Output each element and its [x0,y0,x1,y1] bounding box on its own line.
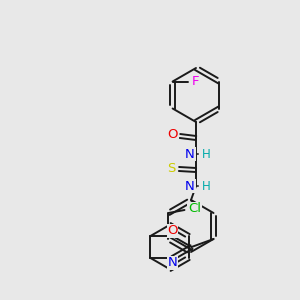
Text: N: N [185,179,195,193]
Text: O: O [168,128,178,142]
Text: S: S [167,161,175,175]
Text: H: H [202,148,211,160]
Text: O: O [167,224,178,238]
Text: F: F [192,75,200,88]
Text: N: N [185,148,195,160]
Text: Cl: Cl [188,202,201,215]
Text: H: H [202,179,211,193]
Text: N: N [168,256,177,269]
